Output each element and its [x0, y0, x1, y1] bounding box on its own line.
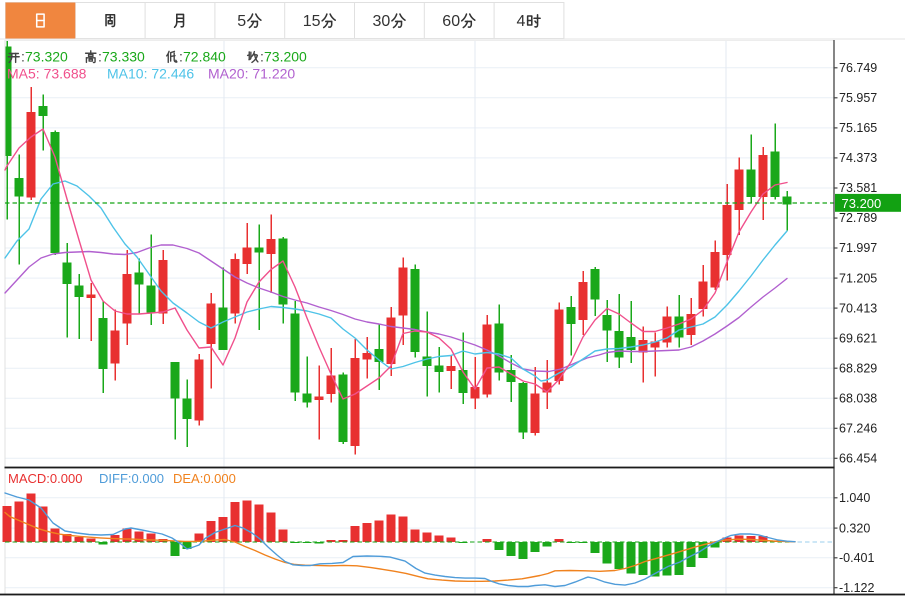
svg-text::: :: [98, 49, 102, 65]
svg-text:74.373: 74.373: [839, 151, 877, 165]
svg-text:70.413: 70.413: [839, 301, 877, 315]
svg-text:71.997: 71.997: [839, 241, 877, 255]
svg-text:75.957: 75.957: [839, 91, 877, 105]
svg-text:4: 4: [517, 13, 526, 30]
svg-text:73.581: 73.581: [839, 181, 877, 195]
svg-text:73.320: 73.320: [25, 49, 68, 65]
svg-text:1.040: 1.040: [839, 491, 870, 505]
svg-text:73.200: 73.200: [842, 196, 882, 211]
svg-text::: :: [21, 49, 25, 65]
svg-text:66.454: 66.454: [839, 452, 877, 466]
svg-text:-0.401: -0.401: [839, 551, 874, 565]
svg-text::: :: [179, 49, 183, 65]
svg-text:76.749: 76.749: [839, 61, 877, 75]
svg-text::: :: [260, 49, 264, 65]
svg-text:72.840: 72.840: [183, 49, 226, 65]
svg-text:60: 60: [442, 13, 460, 30]
svg-text:15: 15: [303, 13, 321, 30]
svg-text:72.789: 72.789: [839, 211, 877, 225]
svg-text:68.038: 68.038: [839, 391, 877, 405]
svg-text:0.320: 0.320: [839, 521, 870, 535]
svg-text:-1.122: -1.122: [839, 581, 874, 595]
svg-text:68.829: 68.829: [839, 361, 877, 375]
svg-text:73.330: 73.330: [102, 49, 145, 65]
svg-text:30: 30: [373, 13, 391, 30]
svg-text:75.165: 75.165: [839, 121, 877, 135]
svg-text:69.621: 69.621: [839, 331, 877, 345]
svg-text:67.246: 67.246: [839, 422, 877, 436]
svg-text:73.200: 73.200: [264, 49, 307, 65]
svg-text:5: 5: [237, 13, 246, 30]
svg-text:71.205: 71.205: [839, 271, 877, 285]
